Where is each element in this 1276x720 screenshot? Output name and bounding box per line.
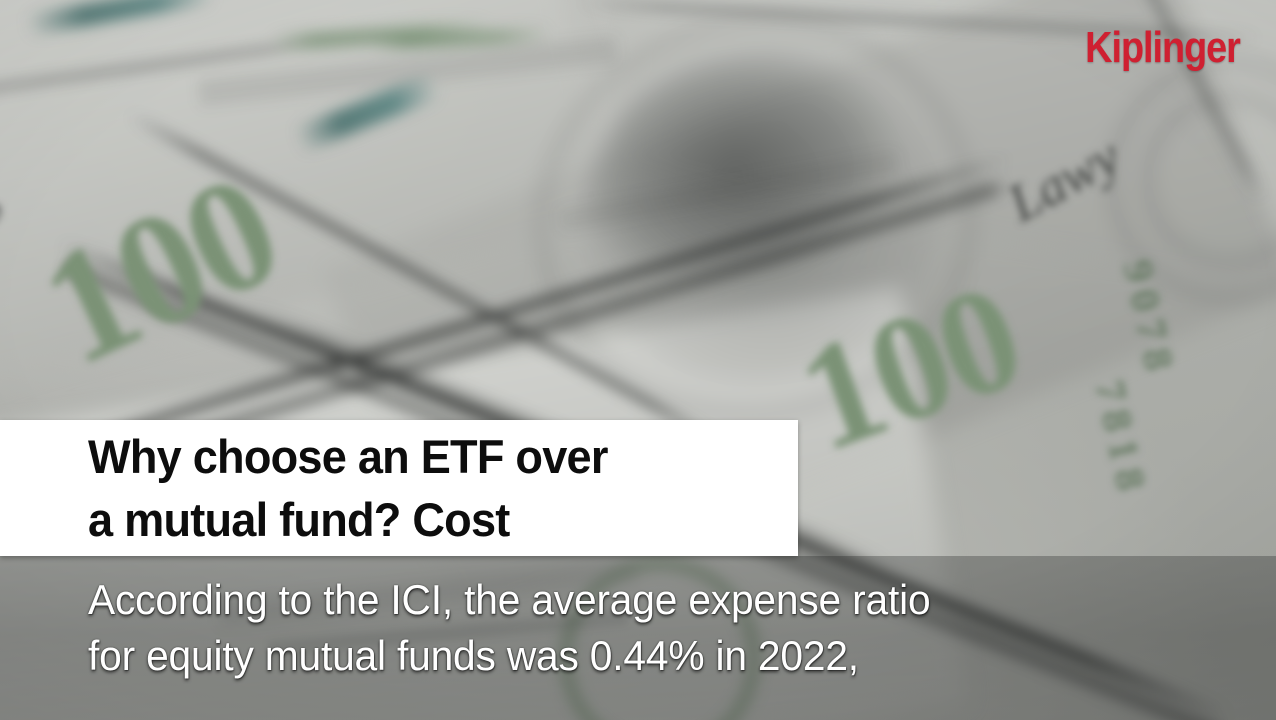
headline-line-2: a mutual fund? Cost	[88, 493, 510, 546]
banknote-denomination-100-left: 100	[17, 139, 302, 399]
headline-plate: Why choose an ETF over a mutual fund? Co…	[0, 420, 798, 556]
banknote-serial-right-lower: 7818	[1085, 376, 1156, 504]
scrollwork-right-inner	[1145, 95, 1276, 265]
banknote-serial-left: 7818	[0, 177, 18, 326]
banknote-signature: Lawy	[997, 125, 1130, 234]
caption-line-2: for equity mutual funds was 0.44% in 202…	[88, 632, 859, 679]
headline-line-1: Why choose an ETF over	[88, 430, 608, 483]
kiplinger-logo: Kiplinger	[1085, 23, 1241, 72]
banknote-serial-right-upper: 9078	[1113, 256, 1184, 384]
caption-block: According to the ICI, the average expens…	[88, 572, 1148, 684]
caption-line-1: According to the ICI, the average expens…	[88, 576, 931, 623]
banknote-denomination-100-right: 100	[779, 253, 1040, 483]
